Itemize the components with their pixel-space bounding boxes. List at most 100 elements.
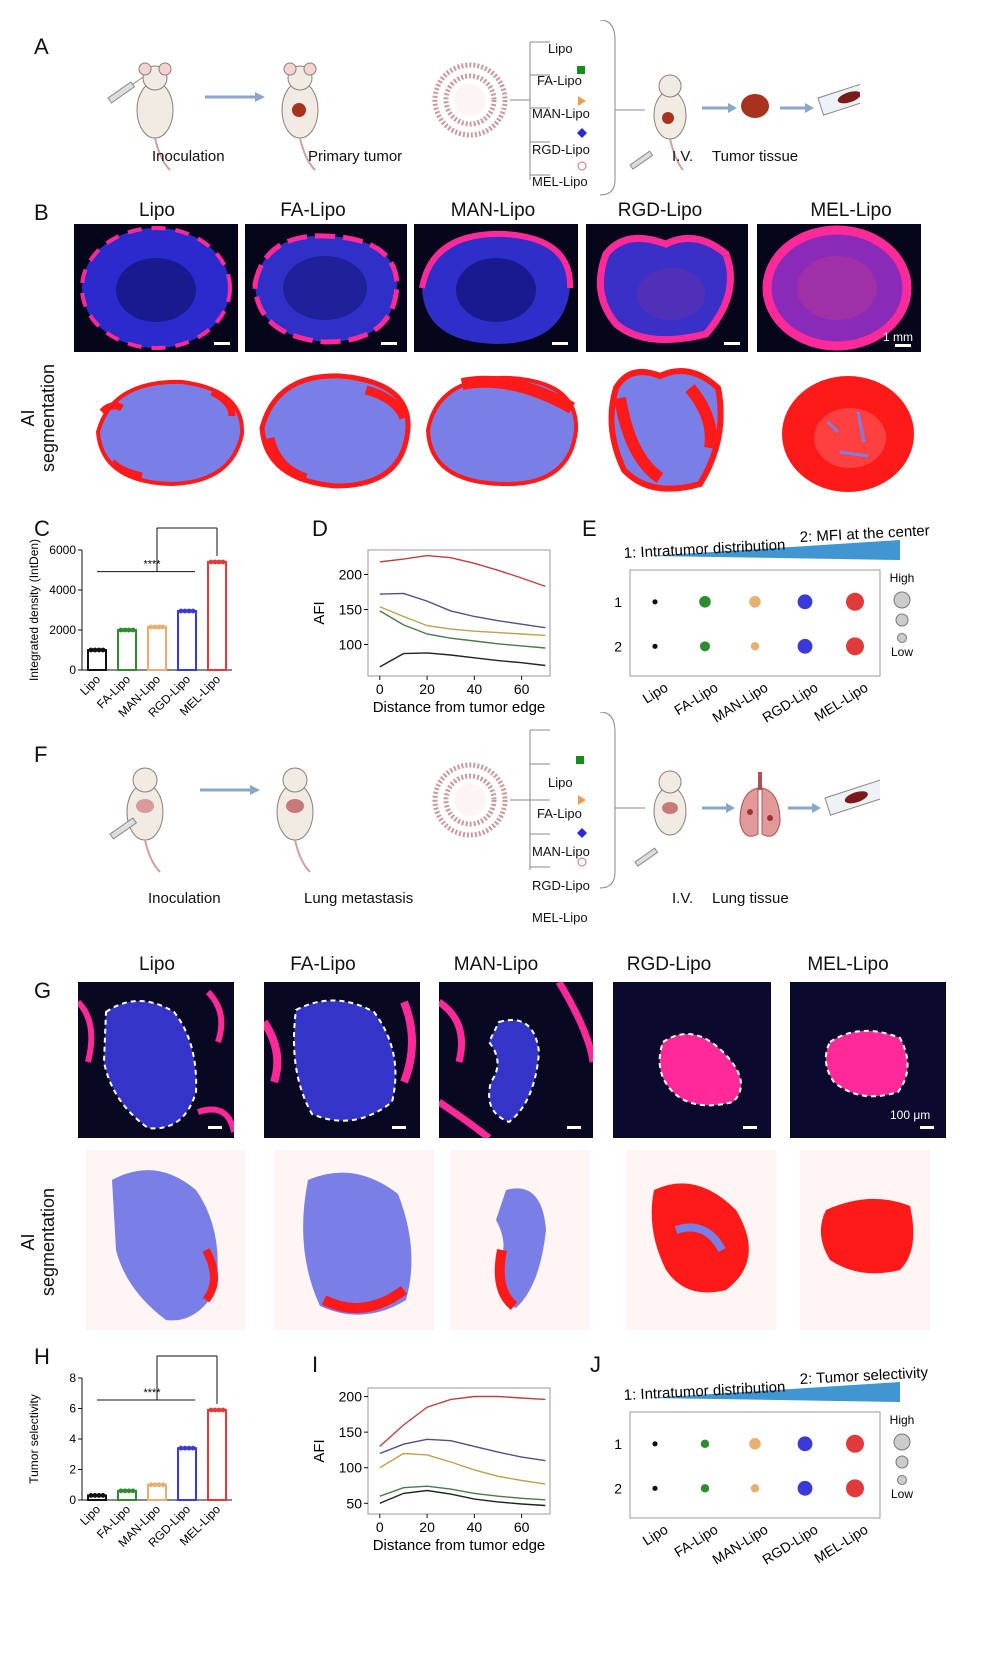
panel-label-e: E: [582, 516, 597, 541]
y-tick-label: 150: [339, 602, 363, 618]
data-point: [212, 559, 218, 565]
data-point: [178, 608, 184, 614]
y-tick-label: 6: [69, 1402, 76, 1416]
data-point: [88, 647, 94, 653]
image-g-lipo: [78, 982, 234, 1138]
data-point: [96, 1493, 102, 1498]
legend-low: Low: [891, 1487, 913, 1501]
panel-label-d: D: [312, 516, 328, 541]
data-point: [100, 647, 106, 653]
bubble-mel-lipo-1: [846, 592, 864, 611]
seg-label-g: AI segmentation: [18, 1187, 58, 1297]
plot-frame: [629, 569, 881, 677]
legend-bubble-medium: [895, 613, 909, 627]
segmentation-g-rgd: [626, 1150, 776, 1330]
legend-bubble-large: [893, 591, 911, 609]
bubble-lipo-2: [652, 1485, 658, 1491]
y-tick-label: 2000: [49, 623, 76, 637]
slide-icon: [817, 78, 860, 116]
label-lipo-f: Lipo: [548, 775, 573, 790]
data-point: [126, 1488, 132, 1494]
gradient-wedge: [650, 1382, 900, 1402]
y-tick-label: 8: [69, 1371, 76, 1385]
x-tick-label: RGD-Lipo: [759, 1521, 820, 1568]
legend-high: High: [890, 571, 915, 585]
title-g-man: MAN-Lipo: [453, 954, 539, 975]
slide-icon: [824, 778, 880, 816]
image-g-rgd: [613, 982, 771, 1138]
x-axis-label: Distance from tumor edge: [373, 699, 546, 716]
data-point: [152, 624, 158, 630]
label-tumor-tissue: Tumor tissue: [712, 148, 799, 165]
y-tick-label: 100: [339, 637, 363, 653]
title-b-fa: FA-Lipo: [280, 200, 346, 221]
segmentation-b-fa: [256, 368, 416, 492]
data-point: [92, 1493, 98, 1498]
data-point: [122, 1488, 128, 1494]
mouse-icon: [126, 767, 164, 873]
chart-c: 0 2000 4000 6000 Integrated density (IntDen)…: [27, 527, 232, 720]
image-b-man: [414, 224, 578, 352]
data-point: [186, 1445, 192, 1451]
syringe-icon: [634, 847, 659, 867]
label-inoculation-f: Inoculation: [148, 890, 221, 907]
tumor-icon: [741, 94, 769, 118]
y-tick-label: 200: [339, 567, 363, 583]
data-point: [190, 1445, 196, 1451]
bar-man-lipo: [147, 626, 167, 671]
x-tick-label: 20: [419, 1519, 435, 1535]
bubble-fa-lipo-1: [700, 1439, 710, 1448]
data-point: [126, 627, 132, 633]
image-b-rgd: [586, 224, 748, 352]
data-point: [182, 1445, 188, 1451]
y-axis-label: AFI: [311, 601, 328, 624]
label-fa-lipo-a: FA-Lipo: [537, 73, 582, 88]
bar-rgd-lipo: [177, 1447, 197, 1501]
series-line-4: [379, 1485, 546, 1501]
bar-mel-lipo: [207, 1409, 227, 1501]
segmentation-g-lipo: [86, 1150, 246, 1330]
data-point: [212, 1407, 218, 1413]
label-fa-lipo-f: FA-Lipo: [537, 806, 582, 821]
mouse-icon: [281, 62, 319, 171]
label-inoculation: Inoculation: [152, 148, 225, 165]
bubble-rgd-lipo-2: [797, 638, 813, 654]
label-mel-lipo-f: MEL-Lipo: [532, 910, 588, 925]
plot-frame: [629, 1411, 881, 1519]
legend-bubble-small: [897, 1475, 907, 1485]
x-tick-label: Lipo: [640, 1521, 671, 1549]
title-2: 2: Tumor selectivity: [799, 1364, 929, 1388]
y-tick-label: 50: [346, 1495, 362, 1511]
y-axis-label: AFI: [311, 1439, 328, 1462]
panel-label-i: I: [312, 1352, 319, 1377]
bubble-man-lipo-2: [750, 642, 760, 651]
x-tick-label: MAN-Lipo: [709, 1521, 770, 1568]
bubble-fa-lipo-1: [699, 596, 711, 608]
data-point: [118, 1488, 124, 1494]
bubble-man-lipo-2: [750, 1484, 760, 1493]
syringe-icon: [107, 77, 143, 104]
scalebar-g: 100 μm: [890, 1108, 931, 1122]
liposome-icon: [432, 62, 508, 138]
image-g-fa: [264, 982, 420, 1138]
label-man-lipo-f: MAN-Lipo: [532, 844, 590, 859]
data-point: [178, 1445, 184, 1451]
tumor-icon: [292, 103, 306, 117]
bubble-lipo-2: [652, 643, 658, 649]
series-line-5: [379, 1489, 546, 1507]
data-point: [186, 608, 192, 614]
label-iv-a: I.V.: [672, 148, 694, 165]
image-b-lipo: [74, 224, 238, 352]
mouse-icon: [653, 770, 687, 836]
title-b-lipo: Lipo: [139, 200, 175, 221]
data-point: [208, 559, 214, 565]
bubble-man-lipo-1: [749, 596, 761, 608]
x-tick-label: 60: [514, 681, 530, 697]
significance-label: ****: [143, 1387, 161, 1399]
series-line-5: [379, 652, 546, 668]
chart-d: 0 20 40 60 100 150 200 Distance from tumor edge…: [311, 549, 551, 716]
y-axis-label: Tumor selectivity: [27, 1394, 41, 1484]
bubble-mel-lipo-2: [846, 1479, 864, 1498]
bubble-fa-lipo-2: [700, 641, 710, 652]
label-primary-tumor: Primary tumor: [308, 148, 403, 165]
